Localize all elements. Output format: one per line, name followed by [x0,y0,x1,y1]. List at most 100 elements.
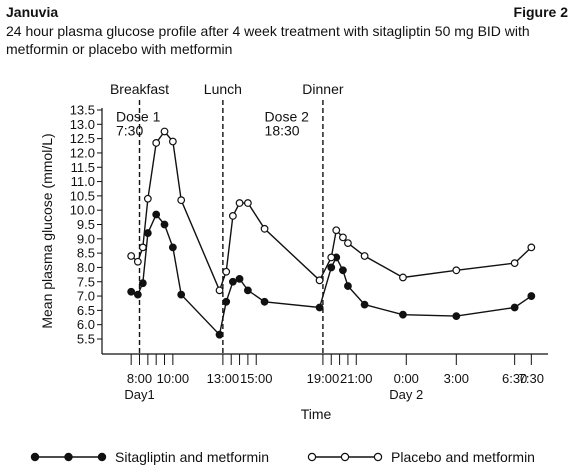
point-placebo [222,267,231,276]
point-sitagliptin [260,297,269,306]
point-sitagliptin [243,286,252,295]
y-tick-label: 6.0 [77,317,95,332]
meal-event-lines: Breakfast Lunch Dinner [110,81,344,354]
point-placebo [138,243,147,252]
point-sitagliptin [143,229,152,237]
point-placebo [235,199,244,207]
point-sitagliptin [327,263,336,272]
y-ticks: 5.56.06.57.07.58.08.59.09.510.010.511.01… [70,103,102,347]
point-placebo [127,252,136,260]
x-tick-label: 13:00 [207,371,240,386]
point-placebo [510,259,519,268]
event-label: Lunch [204,81,242,97]
x-tick-label: 8:00 [127,371,152,386]
y-axis-label: Mean plasma glucose (mmol/L) [39,133,55,328]
point-sitagliptin [510,303,519,312]
point-sitagliptin [344,282,352,290]
point-sitagliptin [138,279,147,288]
point-placebo [243,199,252,207]
point-sitagliptin [215,330,224,339]
point-sitagliptin [127,287,136,296]
y-tick-label: 13.0 [70,117,95,132]
day-label: Day 2 [389,387,423,402]
x-tick-label: 10:00 [157,371,190,386]
y-tick-label: 13.5 [70,103,95,118]
x-tick-label: 0:00 [394,371,419,386]
point-placebo [215,286,224,295]
dose-annotation-line: 7:30 [116,122,143,138]
y-tick-label: 12.5 [70,131,95,146]
dose-annotation-line: Dose 2 [265,108,310,124]
y-tick-label: 9.0 [77,231,95,246]
y-tick-label: 10.5 [70,188,95,203]
point-sitagliptin [222,297,231,306]
point-sitagliptin [133,290,142,299]
y-tick-label: 12.0 [70,145,95,160]
legend: Sitagliptin and metformin Placebo and met… [30,449,535,465]
legend-marker [340,452,350,462]
dose-annotation-line: Dose 1 [116,108,161,124]
y-tick-label: 5.5 [77,332,95,347]
x-axis-label: Time [301,406,332,422]
x-tick-label: 15:00 [240,371,273,386]
point-placebo [160,127,169,136]
point-sitagliptin [160,220,169,229]
point-placebo [527,243,536,252]
legend-marker [373,452,383,462]
point-sitagliptin [235,274,244,283]
legend-marker [64,452,73,462]
y-tick-label: 10.0 [70,203,95,218]
y-tick-label: 6.5 [77,303,95,318]
x-tick-label: 3:00 [444,371,469,386]
point-sitagliptin [168,243,177,252]
point-sitagliptin [315,303,324,312]
dose-annotations: Dose 17:30 Dose 218:30 [116,108,309,138]
y-tick-label: 7.0 [77,289,95,304]
point-sitagliptin [527,292,536,300]
point-placebo [332,226,341,235]
y-tick-label: 11.0 [71,174,95,189]
event-label: Breakfast [110,81,169,97]
y-tick-label: 11.5 [71,160,95,175]
point-sitagliptin [339,266,347,275]
legend-label: Placebo and metformin [391,449,535,465]
point-placebo [260,224,269,233]
drug-name: Januvia [6,4,59,20]
figure-label: Figure 2 [513,4,568,20]
point-sitagliptin [452,312,461,321]
point-placebo [143,194,152,203]
point-placebo [452,266,461,275]
x-tick-label: 6:30 [502,371,527,386]
point-placebo [133,257,142,266]
y-tick-label: 7.5 [77,274,95,289]
point-placebo [339,233,347,242]
y-tick-label: 9.5 [77,217,95,232]
point-placebo [152,139,161,147]
point-sitagliptin [360,300,369,309]
x-tick-label: 19:00 [307,371,340,386]
point-placebo [327,253,336,262]
series-line [130,130,532,293]
chart-title: 24 hour plasma glucose profile after 4 w… [6,23,530,57]
series-line [130,213,532,337]
legend-marker [307,452,317,462]
event-label: Dinner [302,81,344,97]
point-placebo [177,196,186,205]
point-sitagliptin [399,310,407,319]
y-tick-label: 8.0 [77,260,95,275]
series-group [127,127,536,339]
point-sitagliptin [228,277,237,286]
dose-annotation-line: 18:30 [265,122,300,138]
x-tick-label: 21:00 [340,371,373,386]
legend-label: Sitagliptin and metformin [115,449,269,465]
legend-marker [97,452,107,462]
point-placebo [344,239,352,248]
legend-marker [30,452,40,462]
point-sitagliptin [152,210,161,219]
point-placebo [399,273,407,282]
point-sitagliptin [177,290,186,299]
point-placebo [315,276,324,285]
point-placebo [360,252,369,260]
y-tick-label: 8.5 [77,246,95,261]
